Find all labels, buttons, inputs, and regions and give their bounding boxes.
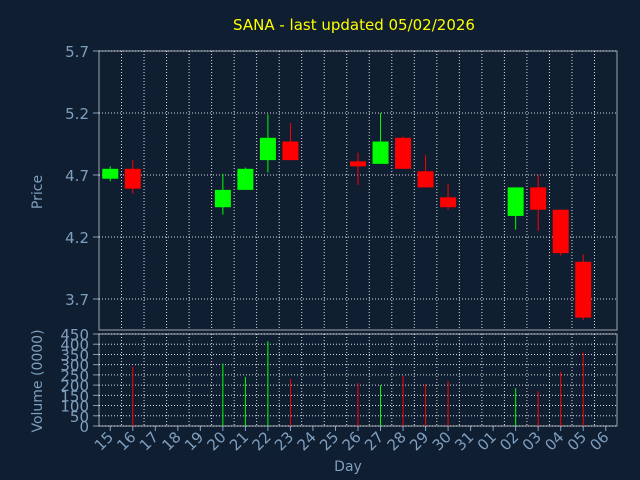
volume-tick-label: 300 — [60, 357, 89, 375]
candle — [440, 183, 457, 210]
candle — [507, 187, 524, 230]
candle — [350, 152, 366, 185]
candle — [102, 166, 119, 182]
volume-axis-label: Volume (0000) — [30, 329, 46, 432]
candle-body — [282, 141, 299, 161]
price-tick-label: 4.7 — [65, 167, 89, 185]
x-tick-label: 06 — [586, 428, 612, 454]
volume-tick-label: 250 — [60, 367, 89, 385]
volume-tick-label: 100 — [60, 398, 89, 416]
price-tick-label: 3.7 — [65, 291, 89, 309]
volume-panel: 4504003503002502001501005001516171819202… — [60, 326, 618, 454]
candle — [214, 173, 231, 215]
candle — [417, 155, 434, 188]
candle — [552, 209, 569, 256]
candle — [237, 167, 254, 190]
candle — [530, 175, 547, 231]
candle-body — [350, 161, 366, 167]
candle — [372, 113, 389, 164]
candle-body — [395, 137, 412, 169]
candle-body — [124, 168, 141, 189]
volume-tick-label: 200 — [60, 377, 89, 395]
volume-tick-label: 0 — [79, 418, 89, 436]
candle-body — [372, 141, 389, 164]
candle-body — [102, 168, 119, 179]
price-plot-frame — [98, 50, 618, 331]
candle — [124, 160, 141, 194]
chart-title: SANA - last updated 05/02/2026 — [233, 16, 475, 34]
price-tick-label: 5.7 — [65, 43, 89, 61]
price-panel: 5.7 5.2 4.7 4.2 3.7 — [65, 43, 618, 331]
candle — [395, 136, 412, 169]
price-axis-label: Price — [30, 175, 46, 209]
volume-tick-label: 50 — [70, 408, 89, 426]
x-axis-label: Day — [334, 459, 362, 475]
candle-body — [575, 261, 592, 318]
candle-body — [552, 209, 569, 254]
candle — [575, 254, 592, 321]
candle-body — [417, 171, 434, 188]
price-tick-label: 4.2 — [65, 229, 89, 247]
candle-body — [214, 189, 231, 208]
candle — [282, 122, 299, 161]
candle-body — [440, 197, 457, 208]
candle-body — [259, 137, 276, 161]
candle — [259, 114, 276, 173]
candle-body — [237, 168, 254, 190]
volume-tick-label: 150 — [60, 387, 89, 405]
volume-tick-label: 400 — [60, 336, 89, 354]
candle-body — [507, 187, 524, 216]
volume-tick-label: 450 — [60, 326, 89, 344]
price-tick-label: 5.2 — [65, 105, 89, 123]
candle-body — [530, 187, 547, 210]
volume-tick-label: 350 — [60, 346, 89, 364]
